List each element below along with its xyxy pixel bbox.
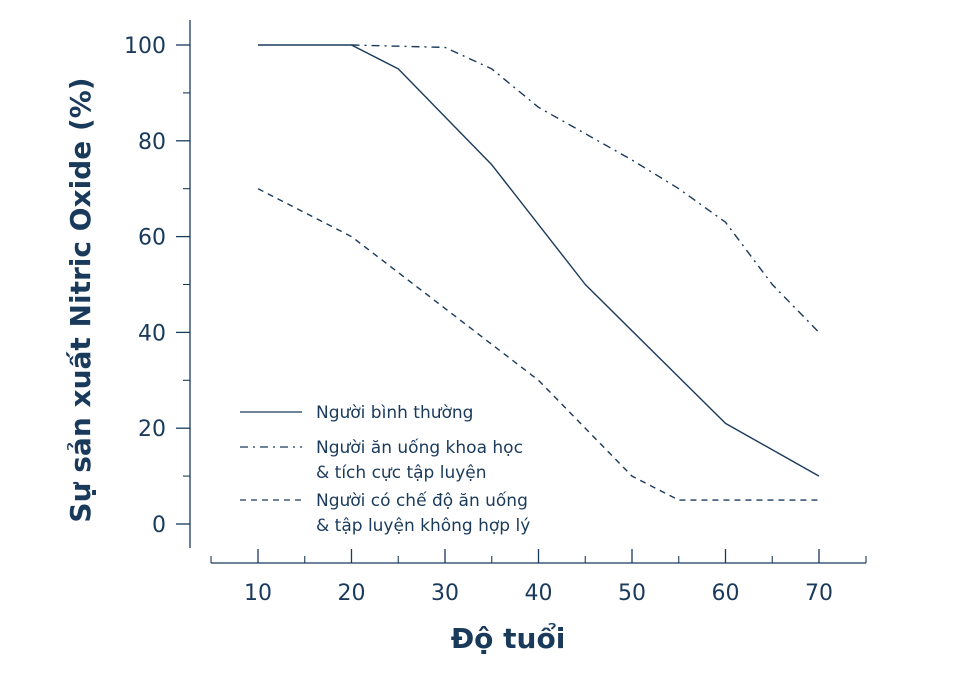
series-line-2 — [351, 44, 820, 333]
legend-label-2: Người ăn uống khoa học — [316, 437, 523, 458]
series-lines — [257, 44, 820, 501]
x-tick-label: 10 — [244, 581, 272, 606]
legend-label-3: Người có chế độ ăn uống — [316, 490, 528, 511]
y-tick-label: 0 — [152, 513, 166, 538]
y-tick-label: 40 — [138, 321, 166, 346]
y-tick-label: 80 — [138, 130, 166, 155]
x-tick-label: 30 — [431, 581, 459, 606]
y-tick-label: 100 — [124, 34, 166, 59]
y-tick-label: 60 — [138, 226, 166, 251]
x-tick-label: 60 — [712, 581, 740, 606]
x-tick-label: 40 — [525, 581, 553, 606]
legend-label-1: Người bình thường — [316, 403, 473, 423]
y-tick-label: 20 — [138, 417, 166, 442]
x-tick-label: 20 — [338, 581, 366, 606]
legend-label-3: & tập luyện không hợp lý — [316, 516, 530, 536]
legend-label-2: & tích cực tập luyện — [316, 463, 487, 483]
axes: 0 20 40 60 80 100 10 20 30 40 50 60 70 — [124, 20, 867, 606]
x-tick-label: 50 — [618, 581, 646, 606]
x-tick-label: 70 — [805, 581, 833, 606]
legend: Người bình thường Người ăn uống khoa học &… — [240, 403, 530, 536]
x-axis-title: Độ tuổi — [451, 621, 566, 655]
y-axis-title: Sự sản xuất Nitric Oxide (%) — [64, 77, 97, 522]
